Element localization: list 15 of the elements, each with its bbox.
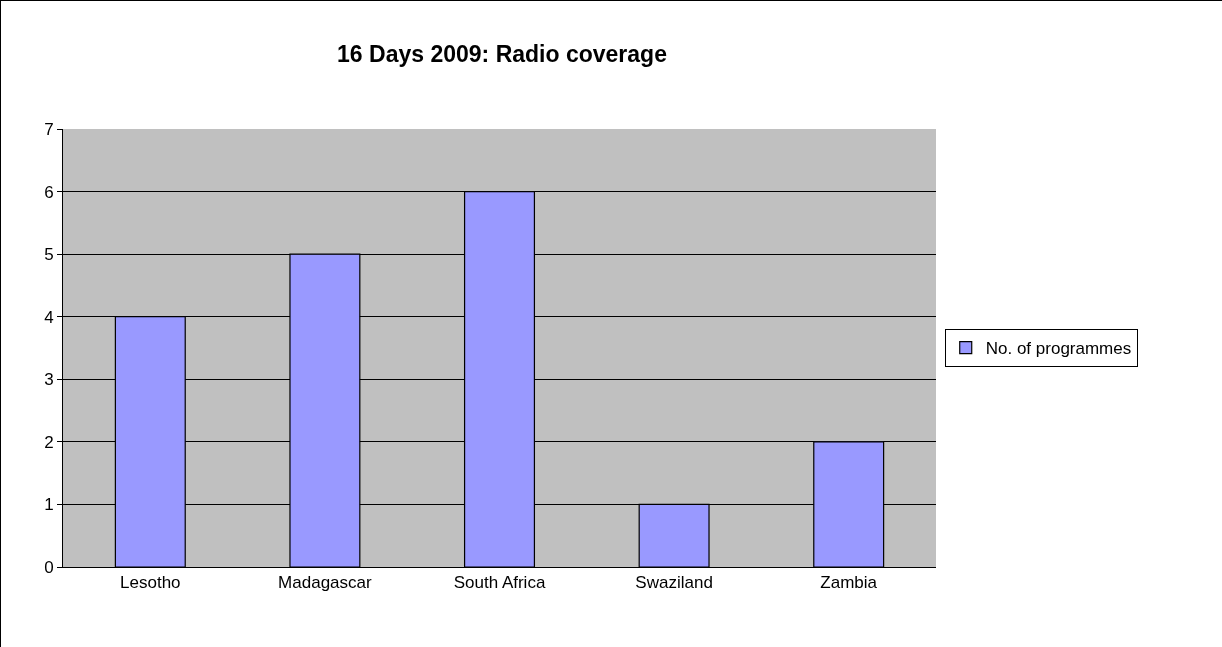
y-tick-label: 2 [44,432,54,452]
x-tick-label: Lesotho [120,573,181,593]
y-tick-label: 3 [44,370,54,390]
y-tick-label: 1 [44,495,54,515]
y-tick-label: 6 [44,182,54,202]
x-tick-label: Swaziland [635,573,713,593]
x-tick-label: Zambia [820,573,878,593]
y-tick-label: 4 [44,307,54,327]
chart-title: 16 Days 2009: Radio coverage [337,41,667,68]
y-tick-label: 5 [44,245,54,265]
x-tick-label: South Africa [453,573,546,593]
y-tick-label: 0 [44,557,54,577]
y-tick-label: 7 [44,119,54,139]
x-tick-label: Madagascar [278,573,373,593]
legend-label: No. of programmes [985,339,1132,359]
